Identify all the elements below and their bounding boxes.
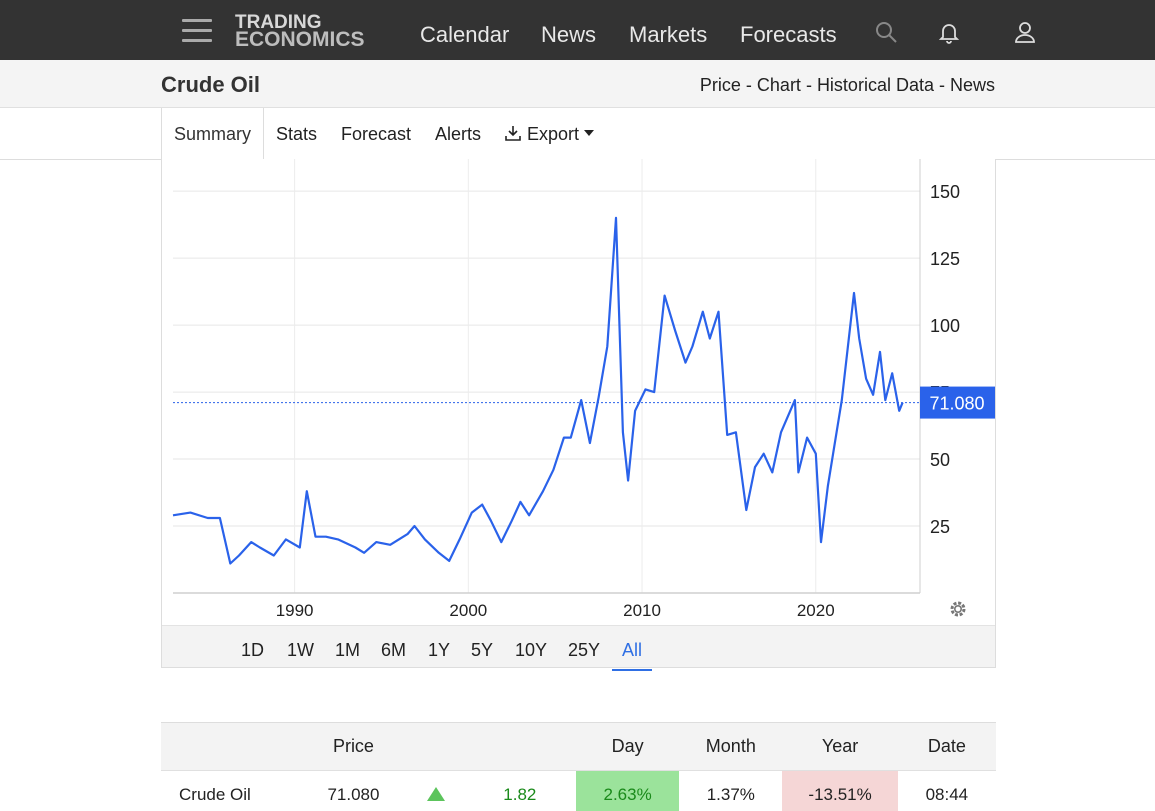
y-tick-label: 50 xyxy=(930,450,950,470)
range-all[interactable]: All xyxy=(612,640,653,671)
row-price: 71.080 xyxy=(298,770,409,811)
table-row[interactable]: Crude Oil 71.080 1.82 2.63% 1.37% -13.51… xyxy=(161,770,996,811)
crumb-sep: - xyxy=(740,75,757,95)
crumb-chart[interactable]: Chart xyxy=(756,75,801,95)
crumb-news[interactable]: News xyxy=(949,75,995,95)
row-name[interactable]: Crude Oil xyxy=(161,770,299,811)
tab-summary[interactable]: Summary xyxy=(161,108,264,160)
range-25y[interactable]: 25Y xyxy=(568,640,601,660)
gear-icon[interactable] xyxy=(948,599,968,619)
nav-markets[interactable]: Markets xyxy=(629,22,708,47)
menu-icon[interactable] xyxy=(182,19,212,43)
page-title: Crude Oil xyxy=(161,72,261,97)
user-icon[interactable] xyxy=(1013,20,1037,44)
tab-alerts[interactable]: Alerts xyxy=(435,124,482,144)
y-tick-label: 125 xyxy=(930,249,960,269)
tab-forecast[interactable]: Forecast xyxy=(341,124,412,144)
range-10y[interactable]: 10Y xyxy=(515,640,548,660)
range-1d[interactable]: 1D xyxy=(241,640,265,660)
th-month: Month xyxy=(679,722,783,771)
x-tick-label: 2000 xyxy=(449,601,487,620)
up-arrow-icon xyxy=(408,770,464,811)
range-6m[interactable]: 6M xyxy=(381,640,407,660)
y-tick-label: 100 xyxy=(930,316,960,336)
logo[interactable]: TRADING ECONOMICS xyxy=(235,12,365,51)
tab-bar: Summary Stats Forecast Alerts Export xyxy=(0,108,1155,160)
bell-icon[interactable] xyxy=(937,20,961,44)
last-price-label: 71.080 xyxy=(929,394,984,414)
row-day: 2.63% xyxy=(575,770,680,811)
crumb-sep: - xyxy=(800,75,817,95)
range-1y[interactable]: 1Y xyxy=(428,640,451,660)
th-arrow xyxy=(408,722,464,771)
nav-calendar[interactable]: Calendar xyxy=(420,22,510,47)
row-date: 08:44 xyxy=(897,770,996,811)
download-icon xyxy=(505,126,521,141)
logo-line-2: ECONOMICS xyxy=(235,28,365,51)
row-month: 1.37% xyxy=(679,770,783,811)
crumb-price[interactable]: Price xyxy=(699,75,741,95)
price-chart[interactable]: 150125100755025199020002010202071.080 xyxy=(162,159,995,625)
nav-forecasts[interactable]: Forecasts xyxy=(740,22,837,47)
top-navbar: TRADING ECONOMICS Calendar News Markets … xyxy=(0,0,1155,60)
range-5y[interactable]: 5Y xyxy=(471,640,494,660)
quote-table: Price Day Month Year Date Crude Oil 71.0… xyxy=(161,722,996,811)
tab-stats[interactable]: Stats xyxy=(276,124,318,144)
table-header-row: Price Day Month Year Date xyxy=(161,722,996,771)
range-selector: 1D 1W 1M 6M 1Y 5Y 10Y 25Y All xyxy=(162,625,995,671)
th-date: Date xyxy=(897,722,996,771)
series-line xyxy=(172,216,904,565)
crumb-historical-data[interactable]: Historical Data xyxy=(816,75,934,95)
th-day: Day xyxy=(575,722,680,771)
y-tick-label: 25 xyxy=(930,517,950,537)
last-price-badge xyxy=(920,386,995,419)
page-header: Crude Oil Price - Chart - Historical Dat… xyxy=(0,60,1155,108)
breadcrumb: Price - Chart - Historical Data - News xyxy=(700,75,995,96)
tab-export[interactable]: Export xyxy=(504,124,595,145)
row-change: 1.82 xyxy=(463,770,576,811)
y-tick-label: 150 xyxy=(930,182,960,202)
chart-panel: 150125100755025199020002010202071.080 1D… xyxy=(161,159,996,671)
range-1w[interactable]: 1W xyxy=(287,640,314,660)
x-tick-label: 2020 xyxy=(797,601,835,620)
th-year: Year xyxy=(782,722,898,771)
export-label: Export xyxy=(527,124,580,144)
crumb-sep: - xyxy=(933,75,950,95)
logo-line-1: TRADING xyxy=(235,12,322,33)
th-change xyxy=(463,722,576,771)
x-tick-label: 1990 xyxy=(276,601,314,620)
th-price: Price xyxy=(298,722,409,771)
range-1m[interactable]: 1M xyxy=(335,640,361,660)
caret-down-icon xyxy=(584,130,595,136)
search-icon[interactable] xyxy=(874,20,898,44)
nav-news[interactable]: News xyxy=(541,22,597,47)
row-year: -13.51% xyxy=(782,770,898,811)
th-name xyxy=(161,722,299,771)
x-tick-label: 2010 xyxy=(623,601,661,620)
